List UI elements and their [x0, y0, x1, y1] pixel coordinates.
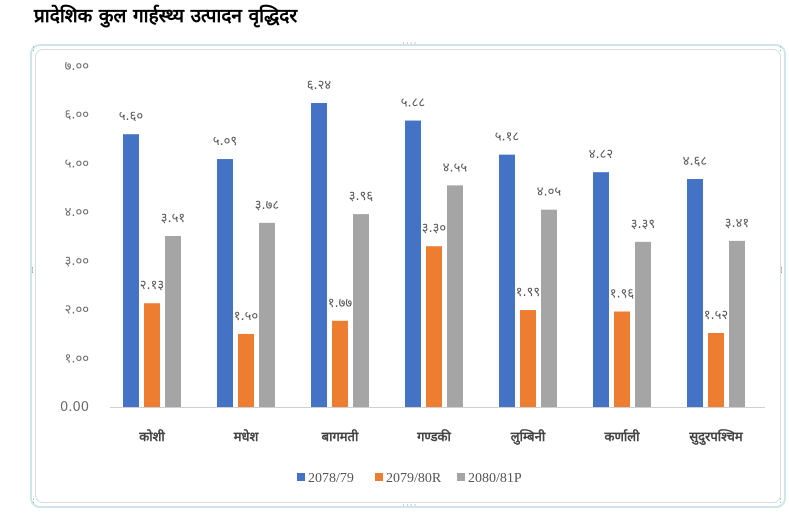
bar-2078-79-5: [593, 172, 609, 407]
resize-handle-top-right[interactable]: :: [779, 44, 784, 54]
data-label: ३.३०: [422, 221, 446, 236]
data-label: ५.१८: [495, 130, 520, 145]
chart-title: प्रादेशिक कुल गार्हस्थ्य उत्पादन वृद्धिद…: [34, 5, 298, 27]
bar-2079-80R-4: [520, 310, 536, 407]
legend-label: 2078/79: [308, 471, 354, 486]
y-tick-label: १.००: [65, 351, 89, 366]
data-label: ३.९६: [349, 189, 374, 204]
bar-2080-81P-2: [353, 214, 369, 407]
bar-2080-81P-4: [541, 209, 557, 407]
data-label: ५.०९: [213, 134, 237, 149]
resize-handle-bottom-right[interactable]: :: [779, 496, 784, 506]
bar-2080-81P-3: [447, 185, 463, 407]
bar-2079-80R-3: [426, 246, 442, 407]
data-label: १.९९: [516, 285, 540, 300]
data-label: १.७७: [328, 296, 353, 311]
category-label: कोशी: [138, 429, 165, 445]
data-label: ३.३९: [631, 217, 655, 232]
legend-swatch: [375, 473, 383, 481]
bar-2078-79-6: [687, 179, 703, 407]
bar-2078-79-0: [123, 134, 139, 407]
category-label: गण्डकी: [416, 429, 451, 445]
y-tick-label: ४.००: [65, 205, 89, 220]
bar-2079-80R-1: [238, 333, 254, 407]
legend-swatch: [297, 473, 305, 481]
bar-2080-81P-5: [635, 241, 651, 407]
resize-handle-bottom[interactable]: ····: [402, 501, 418, 511]
data-label: ५.६०: [119, 109, 143, 124]
resize-handle-top-left[interactable]: :: [32, 44, 37, 54]
y-tick-label: ३.००: [65, 254, 89, 269]
category-label: मधेश: [233, 429, 260, 445]
bar-2080-81P-0: [165, 236, 181, 407]
resize-handle-bottom-left[interactable]: :: [32, 496, 37, 506]
data-label: ५.८८: [401, 96, 426, 111]
bar-2079-80R-0: [144, 303, 160, 407]
y-axis-ticks: 0.00 १.०० २.०० ३.०० ४.०० ५.०० ६.०० ७.००: [60, 59, 89, 415]
category-labels: कोशी मधेश बागमती गण्डकी लुम्बिनी कर्णाली सुदुर…: [138, 429, 744, 446]
legend-swatch: [457, 473, 465, 481]
y-tick-label: ५.००: [65, 156, 89, 171]
resize-handle-top[interactable]: ····: [402, 39, 418, 49]
bar-2079-80R-5: [614, 311, 630, 407]
data-label: ४.५५: [443, 160, 468, 175]
category-label: लुम्बिनी: [510, 429, 546, 445]
y-tick-label: २.००: [65, 303, 89, 318]
category-label: बागमती: [321, 429, 359, 445]
bar-2080-81P-6: [729, 240, 745, 407]
bar-2079-80R-6: [708, 332, 724, 407]
y-tick-label: ६.००: [65, 108, 89, 123]
y-tick-label: ७.००: [65, 59, 89, 74]
data-label: ४.०५: [537, 185, 562, 200]
data-label: ६.२४: [307, 78, 332, 93]
legend: 2078/79 2079/80R 2080/81P: [297, 471, 522, 486]
bar-2078-79-3: [405, 120, 421, 407]
bar-2078-79-2: [311, 103, 327, 407]
bar-2079-80R-2: [332, 320, 348, 407]
data-label: १.५०: [234, 309, 258, 324]
legend-label: 2079/80R: [386, 471, 442, 486]
bar-2078-79-1: [217, 159, 233, 407]
data-label: ३.४१: [725, 216, 749, 231]
legend-label: 2080/81P: [468, 471, 522, 486]
data-label: ४.६८: [683, 154, 708, 169]
data-labels: ५.६० २.१३ ३.५१ ५.०९ १.५० ३.७८ ६.२४ १.७७ ३.९६ ५.८८…: [119, 78, 749, 324]
bar-2078-79-4: [499, 154, 515, 407]
bars: [123, 103, 745, 407]
data-label: १.९६: [610, 287, 635, 302]
data-label: ४.८२: [589, 147, 613, 162]
data-label: ३.५१: [161, 211, 185, 226]
category-label: कर्णाली: [604, 429, 641, 445]
chart-frame-inner: [35, 49, 781, 503]
category-label: सुदुरपश्चिम: [688, 429, 744, 446]
resize-handle-right[interactable]: ⁞: [780, 266, 784, 276]
data-label: २.१३: [140, 278, 164, 293]
data-label: ३.७८: [255, 198, 280, 213]
y-tick-label: 0.00: [60, 400, 89, 415]
data-label: १.५२: [704, 308, 728, 323]
resize-handle-left[interactable]: ⁞: [31, 266, 35, 276]
bar-2080-81P-1: [259, 222, 275, 407]
